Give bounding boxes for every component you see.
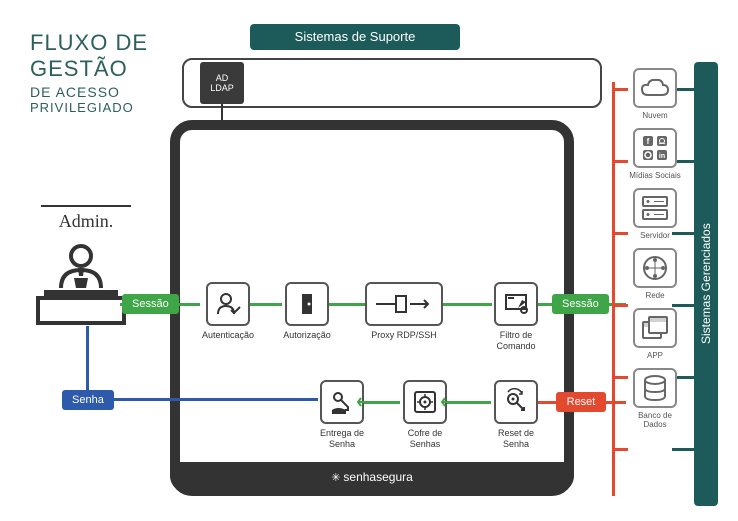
right-nuvem: Nuvem [626, 68, 684, 120]
badge-reset: Reset [556, 392, 606, 412]
right-label: APP [626, 351, 684, 360]
managed-systems-bar: Sistemas Gerenciados [694, 62, 718, 506]
title-line1: FLUXO DE [30, 30, 148, 56]
ldap-label: LDAP [200, 83, 244, 93]
flow-label: Autorização [281, 330, 333, 341]
flow-autorizacao: Autorização [281, 282, 333, 341]
admin-label: Admin. [41, 205, 131, 232]
support-banner: Sistemas de Suporte [250, 24, 460, 50]
title-block: FLUXO DE GESTÃO DE ACESSO PRIVILEGIADO [30, 30, 148, 115]
key-hand-icon [328, 388, 356, 416]
footer-brand: senhasegura [170, 462, 574, 492]
cloud-icon [640, 77, 670, 99]
ad-label: AD [200, 73, 244, 83]
line-senha-h [86, 398, 318, 401]
proxy-icon [372, 290, 436, 318]
right-label: Banco de Dados [626, 411, 684, 429]
arrow-left-icon [356, 393, 368, 411]
flow-label: Proxy RDP/SSH [350, 330, 458, 341]
user-check-icon [214, 290, 242, 318]
flow-proxy: Proxy RDP/SSH [350, 282, 458, 341]
door-icon [293, 290, 321, 318]
flow-autenticacao: Autenticação [198, 282, 258, 341]
app-icon [640, 315, 670, 341]
flow-label: Reset de Senha [490, 428, 542, 450]
badge-sessao-right: Sessão [552, 294, 609, 314]
right-social: f in Mídias Sociais [626, 128, 684, 180]
social-icon: f in [640, 134, 670, 162]
svg-text:f: f [647, 137, 650, 146]
key-reset-icon [502, 388, 530, 416]
svg-text:in: in [659, 153, 665, 160]
right-db: Banco de Dados [626, 368, 684, 429]
right-label: Servidor [626, 231, 684, 240]
flow-label: Filtro de Comando [490, 330, 542, 352]
right-label: Mídias Sociais [626, 171, 684, 180]
right-servidor: Servidor [626, 188, 684, 240]
arrow-left-icon [440, 393, 452, 411]
bus-db [612, 448, 628, 451]
title-line2: GESTÃO [30, 56, 148, 82]
badge-sessao-left: Sessão [122, 294, 179, 314]
flow-reset: Reset de Senha [490, 380, 542, 450]
right-column: Nuvem f in Mídias Sociais Servidor Rede A… [626, 68, 684, 437]
mg-db [672, 448, 694, 451]
right-rede: Rede [626, 248, 684, 300]
support-box [182, 58, 602, 108]
flow-cofre: Cofre de Senhas [399, 380, 451, 450]
filter-icon [502, 290, 530, 318]
title-line3: DE ACESSO [30, 84, 148, 100]
database-icon [642, 374, 668, 402]
flow-entrega: Entrega de Senha [316, 380, 368, 450]
right-label: Rede [626, 291, 684, 300]
server-icon [640, 195, 670, 221]
right-label: Nuvem [626, 111, 684, 120]
flow-label: Autenticação [198, 330, 258, 341]
flow-filtro: Filtro de Comando [490, 282, 542, 352]
vault-icon [411, 388, 439, 416]
network-icon [640, 254, 670, 282]
right-app: APP [626, 308, 684, 360]
right-bus [612, 82, 615, 496]
badge-senha: Senha [62, 390, 114, 410]
flow-label: Entrega de Senha [316, 428, 368, 450]
title-line4: PRIVILEGIADO [30, 100, 148, 115]
ad-ldap-box: AD LDAP [200, 62, 244, 104]
admin-icon [26, 238, 136, 328]
flow-label: Cofre de Senhas [399, 428, 451, 450]
